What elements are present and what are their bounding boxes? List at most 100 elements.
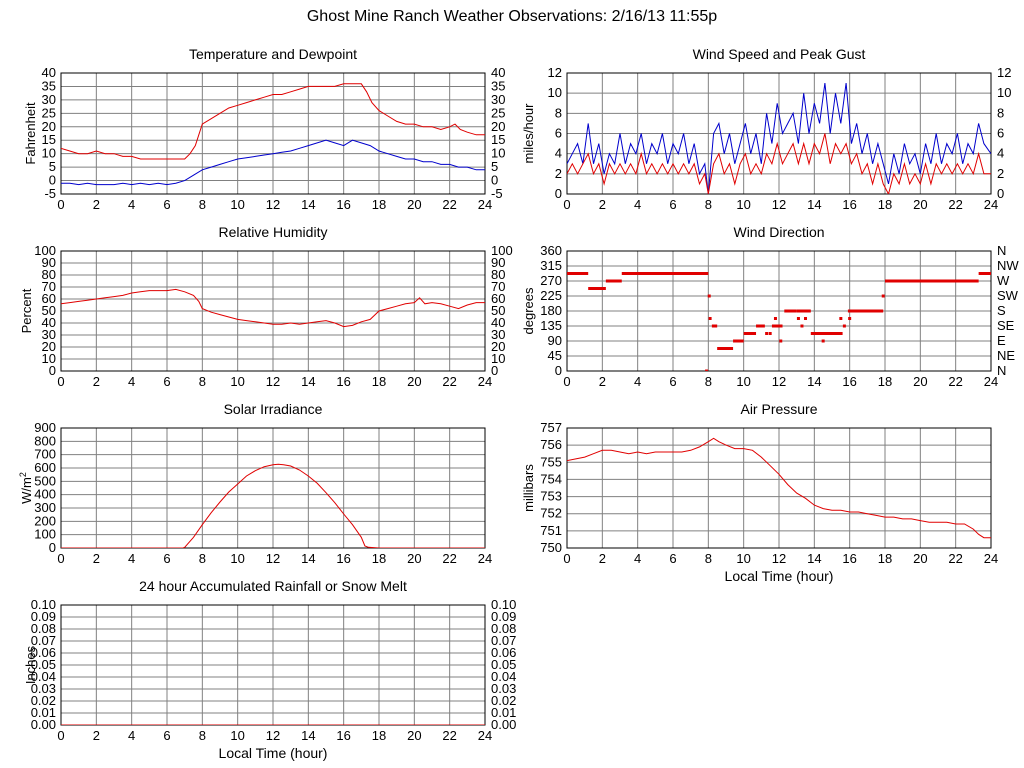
- y-tick-label: 40: [42, 315, 56, 330]
- y-tick-label-right: 80: [491, 267, 505, 282]
- x-tick-label: 4: [128, 197, 135, 212]
- y-tick-label: 90: [42, 255, 56, 270]
- y-axis-label: Fahrenheit: [23, 102, 38, 165]
- y-tick-label: 900: [34, 420, 56, 435]
- y-tick-label: 753: [540, 489, 562, 504]
- y-tick-label: 30: [42, 327, 56, 342]
- y-tick-label: 225: [540, 288, 562, 303]
- y-tick-label: 30: [42, 92, 56, 107]
- y-tick-label: -5: [44, 186, 56, 201]
- y-tick-label-right: 90: [491, 255, 505, 270]
- y-tick-label: 400: [34, 487, 56, 502]
- series-line-0: [567, 437, 991, 539]
- chart-title: Wind Speed and Peak Gust: [693, 46, 866, 62]
- x-tick-label: 4: [128, 551, 135, 566]
- plot-frame: [566, 250, 992, 372]
- y-tick-label-right: 20: [491, 119, 505, 134]
- y-tick-label: 15: [42, 132, 56, 147]
- y-tick-label-right: 12: [997, 65, 1011, 80]
- y-tick-label: 360: [540, 243, 562, 258]
- y-tick-label: 0: [555, 363, 562, 378]
- direction-point: [800, 324, 804, 328]
- x-tick-label: 8: [705, 374, 712, 389]
- x-tick-label: 18: [372, 374, 386, 389]
- x-tick-label: 4: [634, 197, 641, 212]
- y-tick-label: 60: [42, 291, 56, 306]
- y-axis-label: degrees: [521, 287, 536, 334]
- y-tick-label: 0: [555, 186, 562, 201]
- x-tick-label: 12: [772, 551, 786, 566]
- direction-point: [881, 294, 885, 298]
- y-tick-label: 0.03: [31, 681, 56, 696]
- series-group: [61, 83, 485, 186]
- x-tick-label: 10: [230, 197, 244, 212]
- y-axis-label: millibars: [521, 464, 536, 512]
- x-tick-label: 24: [984, 551, 998, 566]
- x-tick-label: 6: [669, 374, 676, 389]
- y-tick-label-right: 40: [491, 315, 505, 330]
- x-tick-label: 2: [599, 551, 606, 566]
- direction-point: [768, 332, 772, 335]
- y-tick-label-right: 30: [491, 92, 505, 107]
- y-tick-label: 315: [540, 258, 562, 273]
- x-tick-label: 16: [842, 197, 856, 212]
- x-tick-label: 16: [336, 197, 350, 212]
- y-tick-label-right: 10: [491, 146, 505, 161]
- y-tick-label: 270: [540, 273, 562, 288]
- y-tick-label-right: 0.09: [491, 609, 516, 624]
- x-tick-label: 14: [301, 374, 315, 389]
- y-tick-label: 750: [540, 540, 562, 555]
- y-tick-label: 180: [540, 303, 562, 318]
- y-tick-label-right: SE: [997, 318, 1015, 333]
- x-tick-label: 18: [878, 197, 892, 212]
- y-tick-label: 500: [34, 473, 56, 488]
- y-tick-label: 45: [548, 348, 562, 363]
- chart-title: Relative Humidity: [219, 224, 328, 240]
- x-tick-label: 14: [807, 551, 821, 566]
- x-tick-label: 14: [301, 551, 315, 566]
- y-tick-label: 20: [42, 119, 56, 134]
- x-tick-label: 4: [634, 374, 641, 389]
- y-tick-label: 0.06: [31, 645, 56, 660]
- y-tick-label: 70: [42, 279, 56, 294]
- chart-title: 24 hour Accumulated Rainfall or Snow Mel…: [139, 578, 407, 594]
- x-tick-label: 4: [634, 551, 641, 566]
- y-tick-label-right: 0.02: [491, 693, 516, 708]
- y-axis-label: W/m2: [18, 472, 34, 504]
- direction-point: [807, 309, 811, 313]
- x-tick-label: 16: [842, 374, 856, 389]
- x-tick-label: 22: [442, 728, 456, 743]
- y-tick-label: 756: [540, 437, 562, 452]
- y-tick-label-right: 30: [491, 327, 505, 342]
- x-tick-label: 8: [199, 197, 206, 212]
- y-tick-label-right: 70: [491, 279, 505, 294]
- x-tick-label: 4: [128, 374, 135, 389]
- x-tick-label: 12: [772, 374, 786, 389]
- x-tick-label: 18: [878, 374, 892, 389]
- x-tick-label: 2: [93, 197, 100, 212]
- y-tick-label: 0.07: [31, 633, 56, 648]
- y-axis-label: Inches: [23, 645, 38, 684]
- direction-point: [842, 324, 846, 328]
- x-tick-label: 14: [301, 197, 315, 212]
- y-tick-label-right: 0.03: [491, 681, 516, 696]
- y-tick-label: 80: [42, 267, 56, 282]
- direction-point: [707, 294, 711, 298]
- y-tick-label-right: 5: [491, 159, 498, 174]
- x-tick-label: 10: [230, 374, 244, 389]
- chart-title: Solar Irradiance: [224, 401, 323, 417]
- y-tick-label-right: -5: [491, 186, 503, 201]
- x-tick-label: 16: [336, 728, 350, 743]
- y-tick-label: 0.00: [31, 717, 56, 732]
- x-tick-label: 8: [705, 197, 712, 212]
- x-tick-label: 6: [669, 197, 676, 212]
- y-tick-label-right: 0: [491, 363, 498, 378]
- y-tick-label: 100: [34, 243, 56, 258]
- x-tick-label: 8: [199, 374, 206, 389]
- x-tick-label: 22: [442, 374, 456, 389]
- y-axis-label: Percent: [19, 288, 34, 333]
